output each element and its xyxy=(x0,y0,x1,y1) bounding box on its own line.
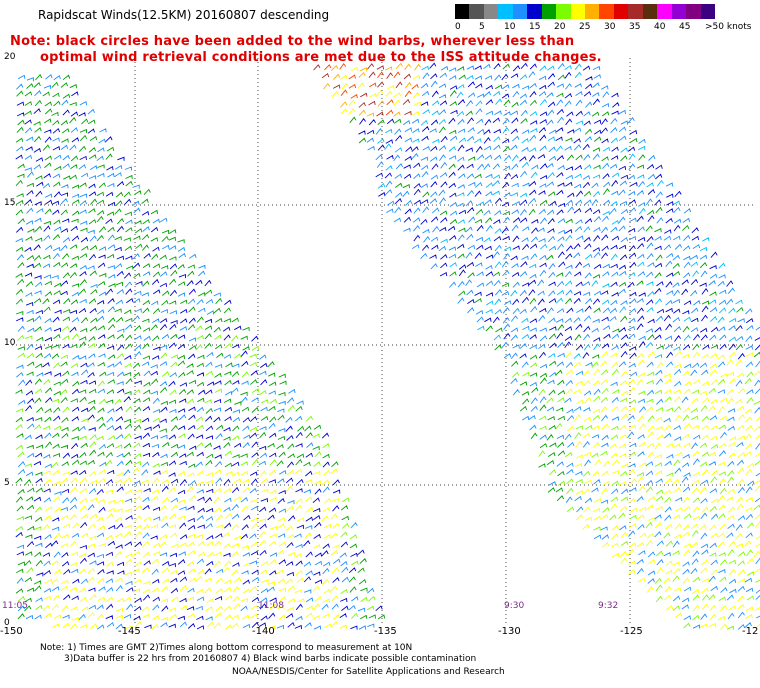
wind-barb-swaths xyxy=(15,62,760,630)
legend-swatch xyxy=(541,4,557,19)
legend-swatch xyxy=(483,4,499,19)
longitude-label: -130 xyxy=(498,626,521,637)
time-label: 11:08 xyxy=(258,601,284,611)
legend-swatch xyxy=(469,4,485,19)
footer-note-line1: Note: 1) Times are GMT 2)Times along bot… xyxy=(40,643,413,653)
longitude-label: -145 xyxy=(118,626,141,637)
legend-swatch xyxy=(585,4,600,19)
legend-label: 10 xyxy=(504,22,516,32)
legend-swatch xyxy=(686,4,702,19)
legend-swatch xyxy=(671,4,687,19)
latitude-label: 20 xyxy=(4,52,16,62)
longitude-label: -125 xyxy=(620,626,643,637)
wind-barb-group xyxy=(358,62,760,360)
time-label: 9:32 xyxy=(598,601,619,611)
legend-label: 40 xyxy=(654,22,666,32)
latitude-label: 10 xyxy=(4,338,16,348)
lat-lon-grid xyxy=(12,58,756,625)
legend-swatch xyxy=(642,4,658,19)
legend-swatch xyxy=(657,4,673,19)
footer-note-line2: 3)Data buffer is 22 hrs from 20160807 4)… xyxy=(64,654,477,664)
legend-label: 20 xyxy=(554,22,566,32)
legend-label: 45 xyxy=(679,22,691,32)
latitude-label: 0 xyxy=(4,618,10,628)
wind-barb-group xyxy=(42,467,348,630)
legend-swatch xyxy=(556,4,572,19)
wind-barb-group xyxy=(15,74,386,620)
legend-swatch xyxy=(599,4,615,19)
contamination-note-line1: Note: black circles have been added to t… xyxy=(10,34,575,49)
longitude-label: -140 xyxy=(252,626,275,637)
wind-barb-group xyxy=(323,62,421,117)
longitude-label: -135 xyxy=(374,626,397,637)
wind-barb-group xyxy=(313,63,412,117)
legend-label: 0 xyxy=(455,22,461,32)
legend-swatch xyxy=(570,4,586,19)
wind-barb-group xyxy=(324,63,419,116)
wind-speed-legend: 0 5 10 15 20 25 30 35 40 45 >50 knots xyxy=(455,4,755,36)
wind-barb-group xyxy=(349,63,760,502)
wind-barb-group xyxy=(331,66,760,630)
legend-label: 5 xyxy=(479,22,485,32)
legend-label: 15 xyxy=(529,22,541,32)
legend-label: >50 knots xyxy=(705,22,752,32)
contamination-note-line2: optimal wind retrieval conditions are me… xyxy=(40,50,602,65)
legend-swatch xyxy=(700,4,716,19)
latitude-label: 5 xyxy=(4,478,10,488)
wind-barb-group xyxy=(15,325,376,619)
legend-swatch xyxy=(527,4,543,19)
legend-label: 35 xyxy=(629,22,641,32)
longitude-label: -12 xyxy=(742,626,759,637)
wind-barb-group xyxy=(377,63,743,359)
legend-swatch xyxy=(628,4,644,19)
legend-label: 25 xyxy=(579,22,591,32)
legend-swatch xyxy=(613,4,629,19)
longitude-label: -150 xyxy=(0,626,23,637)
wind-barb-group xyxy=(511,361,760,630)
wind-barb-group xyxy=(15,74,375,630)
wind-barb-group xyxy=(15,91,383,630)
legend-swatch xyxy=(512,4,528,19)
footer-credit: NOAA/NESDIS/Center for Satellite Applica… xyxy=(232,667,505,677)
wind-barb-group xyxy=(366,62,760,630)
latitude-label: 15 xyxy=(4,198,16,208)
legend-swatch xyxy=(498,4,514,19)
time-label: 11:05 xyxy=(2,601,28,611)
time-label: 9:30 xyxy=(504,601,525,611)
legend-label: 30 xyxy=(604,22,616,32)
map-title: Rapidscat Winds(12.5KM) 20160807 descend… xyxy=(38,8,330,22)
legend-swatch xyxy=(455,4,470,19)
